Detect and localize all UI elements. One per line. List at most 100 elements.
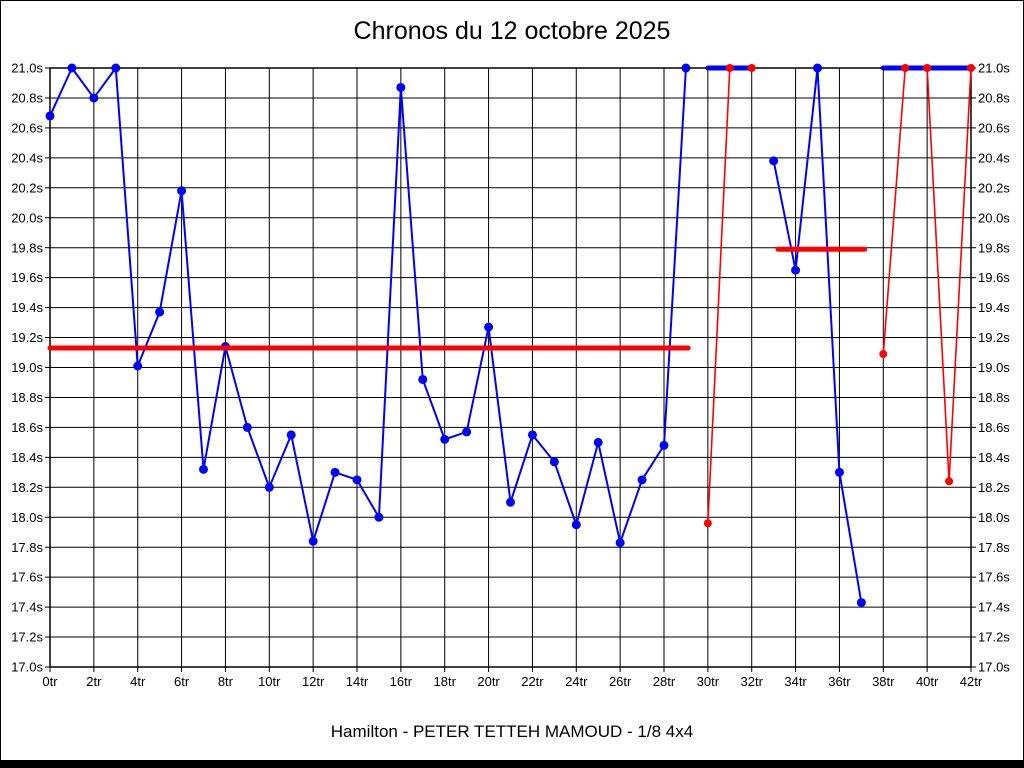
data-point — [45, 111, 55, 121]
x-axis-label: 22tr — [521, 674, 544, 689]
data-point — [769, 156, 779, 166]
x-axis-label: 42tr — [960, 674, 983, 689]
x-axis-label: 14tr — [346, 674, 369, 689]
y-axis-label-left: 18.2s — [11, 480, 43, 495]
x-axis-label: 6tr — [174, 674, 190, 689]
x-axis-label: 38tr — [872, 674, 895, 689]
y-axis-label-right: 20.0s — [978, 210, 1010, 225]
x-axis-label: 32tr — [741, 674, 764, 689]
x-axis-label: 2tr — [86, 674, 102, 689]
y-axis-label-right: 20.8s — [978, 91, 1010, 106]
data-point — [856, 598, 866, 608]
data-point — [703, 519, 712, 528]
lap-times-blue-line — [49, 67, 687, 544]
x-axis-label: 8tr — [218, 674, 234, 689]
data-point — [791, 265, 801, 275]
lap-times-blue-line — [772, 67, 863, 604]
y-axis-label-right: 19.2s — [978, 330, 1010, 345]
y-axis-label-left: 19.0s — [11, 360, 43, 375]
y-axis-label-left: 20.8s — [11, 91, 43, 106]
y-axis-label-left: 17.6s — [11, 570, 43, 585]
y-axis-label-right: 20.6s — [978, 120, 1010, 135]
data-point — [418, 374, 428, 384]
x-axis-label: 0tr — [42, 674, 58, 689]
x-axis-label: 36tr — [828, 674, 851, 689]
y-axis-label-left: 17.8s — [11, 540, 43, 555]
y-axis-label-right: 19.8s — [978, 240, 1010, 255]
y-axis-label-left: 19.2s — [11, 330, 43, 345]
data-point — [659, 440, 669, 450]
data-point — [396, 82, 406, 92]
y-axis-label-right: 17.2s — [978, 630, 1010, 645]
y-axis-label-right: 18.4s — [978, 450, 1010, 465]
data-point — [111, 63, 121, 73]
data-point — [879, 350, 888, 359]
data-point — [462, 427, 472, 437]
y-axis-label-right: 21.0s — [978, 61, 1010, 76]
y-axis-label-right: 18.0s — [978, 510, 1010, 525]
data-point — [527, 430, 537, 440]
data-point — [945, 477, 954, 486]
y-axis-label-left: 19.6s — [11, 270, 43, 285]
data-point — [813, 63, 822, 73]
data-point — [199, 464, 208, 474]
y-axis-label-right: 17.0s — [978, 660, 1010, 675]
x-axis-label: 18tr — [434, 674, 457, 689]
y-axis-label-right: 17.6s — [978, 570, 1010, 585]
y-axis-label-left: 20.0s — [11, 210, 43, 225]
y-axis-label-left: 20.4s — [11, 150, 43, 165]
bottom-bar — [1, 760, 1023, 767]
y-axis-label-left: 18.0s — [11, 510, 43, 525]
x-axis-label: 28tr — [653, 674, 676, 689]
data-point — [506, 497, 515, 507]
gridlines — [45, 67, 976, 672]
y-axis-label-right: 19.6s — [978, 270, 1010, 285]
y-axis-label-right: 18.6s — [978, 420, 1010, 435]
x-axis-label: 30tr — [697, 674, 720, 689]
chart-footer: Hamilton - PETER TETTEH MAMOUD - 1/8 4x4 — [330, 722, 694, 741]
series-flagged-markers — [703, 64, 975, 528]
data-point — [177, 186, 187, 196]
data-point — [571, 520, 581, 530]
series-lap-times — [45, 63, 974, 608]
chart-title: Chronos du 12 octobre 2025 — [353, 17, 671, 45]
data-point — [330, 467, 340, 477]
y-axis-label-left: 18.4s — [11, 450, 43, 465]
data-point — [923, 64, 932, 72]
data-point — [264, 482, 274, 492]
y-axis-label-right: 19.4s — [978, 300, 1010, 315]
data-point — [155, 307, 165, 317]
x-axis-label: 16tr — [390, 674, 413, 689]
y-axis-label-left: 19.8s — [11, 240, 43, 255]
data-point — [747, 64, 756, 72]
data-point — [967, 64, 975, 72]
data-point — [615, 538, 625, 548]
data-point — [242, 422, 252, 432]
data-point — [374, 512, 384, 522]
y-axis-label-left: 18.6s — [11, 420, 43, 435]
x-axis-label: 40tr — [916, 674, 939, 689]
y-axis-label-left: 21.0s — [11, 61, 43, 76]
data-point — [484, 322, 494, 332]
y-axis-label-left: 17.4s — [11, 600, 43, 615]
data-point — [593, 437, 603, 447]
y-axis-label-left: 20.2s — [11, 180, 43, 195]
x-axis-label: 20tr — [477, 674, 500, 689]
data-point — [725, 64, 734, 72]
y-axis-label-right: 17.4s — [978, 600, 1010, 615]
data-point — [549, 457, 559, 467]
x-axis-label: 10tr — [258, 674, 281, 689]
x-axis-label: 26tr — [609, 674, 632, 689]
data-point — [901, 64, 910, 72]
data-point — [286, 430, 296, 440]
x-axis-label: 34tr — [784, 674, 807, 689]
data-point — [440, 434, 450, 444]
y-axis-label-right: 20.4s — [978, 150, 1010, 165]
data-point — [681, 63, 691, 73]
data-point — [67, 63, 77, 73]
y-axis-label-left: 18.8s — [11, 390, 43, 405]
flagged-laps-red-line — [707, 67, 753, 525]
y-axis-label-right: 18.2s — [978, 480, 1010, 495]
axis-labels: 21.0s 21.0s 20.8s 20.8s 20.6s 20.6s 20.4s 20.4s… — [11, 61, 1010, 689]
